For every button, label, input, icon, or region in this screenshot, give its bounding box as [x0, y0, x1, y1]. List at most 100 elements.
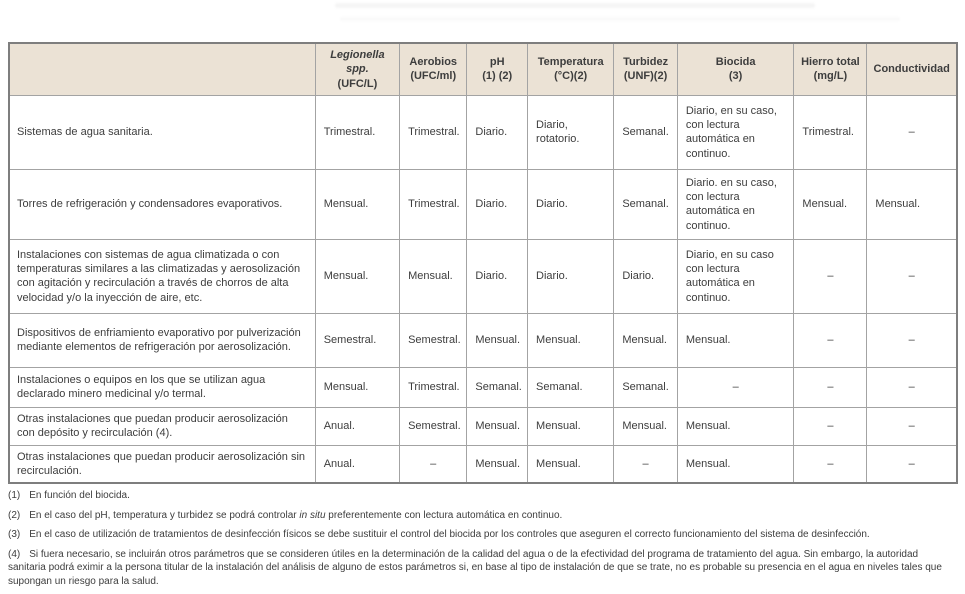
- table-row: Torres de refrigeración y condensadores …: [8, 168, 958, 240]
- table-cell: Mensual.: [466, 312, 529, 368]
- column-header-conductividad: Conductividad: [866, 42, 958, 96]
- table-row: Instalaciones con sistemas de agua clima…: [8, 238, 958, 314]
- row-label: Instalaciones con sistemas de agua clima…: [8, 238, 316, 314]
- table-cell: –: [793, 444, 868, 484]
- column-header-empty: [8, 42, 316, 96]
- footnote-text: En función del biocida.: [29, 490, 130, 501]
- row-label: Otras instalaciones que puedan producir …: [8, 406, 316, 446]
- footnote-text-italic: in situ: [299, 509, 326, 521]
- column-header-label: Aerobios: [409, 56, 458, 69]
- footnote-number: (3): [8, 529, 21, 540]
- column-header-sub: (1) (2): [482, 70, 513, 83]
- table-cell: Diario, en su caso con lectura automátic…: [676, 238, 795, 314]
- table-cell: Mensual.: [676, 406, 795, 446]
- table-cell: Diario.: [466, 238, 529, 314]
- table-cell: Mensual.: [613, 406, 678, 446]
- table-cell: –: [399, 444, 468, 484]
- footnote-number: (1): [8, 490, 21, 501]
- table-cell: Trimestral.: [399, 366, 468, 408]
- table-cell: Semestral.: [314, 312, 401, 368]
- table-cell: Diario.: [466, 168, 529, 240]
- table-cell: Semestral.: [399, 312, 468, 368]
- table-cell: Anual.: [314, 406, 401, 446]
- column-header-sub: (mg/L): [813, 70, 848, 83]
- footnotes: (1) En función del biocida. (2) En el caso…: [8, 489, 958, 594]
- table-cell: Diario, en su caso, con lectura automáti…: [676, 94, 795, 170]
- column-header-label: Legionella spp.: [330, 49, 385, 76]
- table-cell: –: [676, 366, 795, 408]
- row-label: Torres de refrigeración y condensadores …: [8, 168, 316, 240]
- table-cell: Diario.: [527, 238, 615, 314]
- table-cell: Mensual.: [314, 238, 401, 314]
- table-cell: Diario.: [613, 238, 678, 314]
- column-header-turbidez: Turbidez (UNF)(2): [613, 42, 678, 96]
- column-header-temperatura: Temperatura (°C)(2): [527, 42, 615, 96]
- table-cell: Diario. en su caso, con lectura automáti…: [676, 168, 795, 240]
- table-cell: –: [866, 406, 958, 446]
- footnote-text: preferentemente con lectura automática e…: [325, 509, 563, 521]
- table-cell: –: [866, 94, 958, 170]
- row-label: Sistemas de agua sanitaria.: [8, 94, 316, 170]
- row-label: Dispositivos de enfriamiento evaporativo…: [8, 312, 316, 368]
- column-header-label: Temperatura: [537, 56, 604, 69]
- table-cell: Mensual.: [466, 444, 529, 484]
- table-cell: Semanal.: [466, 366, 529, 408]
- table-cell: Mensual.: [676, 312, 795, 368]
- table-cell: Mensual.: [527, 444, 615, 484]
- table-cell: Mensual.: [676, 444, 795, 484]
- table-cell: –: [866, 238, 958, 314]
- column-header-sub: (3): [728, 70, 743, 83]
- table-cell: Mensual.: [466, 406, 529, 446]
- table-cell: Mensual.: [399, 238, 468, 314]
- footnote-1: (1) En función del biocida.: [8, 489, 958, 503]
- footnote-number: (4): [8, 548, 21, 560]
- table-cell: –: [613, 444, 678, 484]
- table-row: Sistemas de agua sanitaria. Trimestral. …: [8, 94, 958, 170]
- column-header-ph: pH (1) (2): [466, 42, 529, 96]
- footnote-text: En el caso del pH, temperatura y turbide…: [29, 509, 300, 521]
- table-cell: Mensual.: [314, 366, 401, 408]
- table-row: Dispositivos de enfriamiento evaporativo…: [8, 312, 958, 368]
- column-header-sub: (UNF)(2): [623, 70, 668, 83]
- table-row: Otras instalaciones que puedan producir …: [8, 406, 958, 446]
- column-header-label: Hierro total: [801, 56, 860, 69]
- column-header-biocida: Biocida (3): [676, 42, 795, 96]
- column-header-hierro: Hierro total (mg/L): [793, 42, 868, 96]
- table-cell: Diario.: [466, 94, 529, 170]
- faded-print-artifact: [340, 17, 900, 21]
- footnote-number: (2): [8, 509, 21, 521]
- column-header-sub: (°C)(2): [554, 70, 588, 83]
- table-cell: –: [866, 444, 958, 484]
- footnote-text: Si fuera necesario, se incluirán otros p…: [8, 548, 942, 587]
- column-header-label: Biocida: [715, 56, 756, 69]
- faded-print-artifact: [335, 3, 815, 8]
- table-cell: Mensual.: [613, 312, 678, 368]
- table-cell: Semestral.: [399, 406, 468, 446]
- footnote-text: En el caso de utilización de tratamiento…: [29, 529, 870, 540]
- table-cell: Trimestral.: [399, 168, 468, 240]
- table-cell: Diario.: [527, 168, 615, 240]
- table-cell: –: [866, 366, 958, 408]
- footnote-2: (2) En el caso del pH, temperatura y turb…: [8, 509, 958, 523]
- row-label: Otras instalaciones que puedan producir …: [8, 444, 316, 484]
- table-cell: Trimestral.: [793, 94, 868, 170]
- footnote-4: (4) Si fuera necesario, se incluirán otro…: [8, 548, 958, 589]
- table-cell: Semanal.: [613, 94, 678, 170]
- table-cell: –: [793, 366, 868, 408]
- row-label: Instalaciones o equipos en los que se ut…: [8, 366, 316, 408]
- table-cell: Mensual.: [527, 312, 615, 368]
- table-cell: Semanal.: [613, 366, 678, 408]
- monitoring-frequency-table-wrap: Legionella spp. (UFC/L) Aerobios (UFC/ml…: [8, 42, 958, 485]
- footnote-3: (3) En el caso de utilización de tratamie…: [8, 528, 958, 542]
- table-cell: Diario, rotatorio.: [527, 94, 615, 170]
- table-header-row: Legionella spp. (UFC/L) Aerobios (UFC/ml…: [8, 42, 958, 96]
- table-cell: Mensual.: [793, 168, 868, 240]
- monitoring-frequency-table: Legionella spp. (UFC/L) Aerobios (UFC/ml…: [8, 42, 958, 485]
- table-cell: –: [793, 238, 868, 314]
- column-header-label: pH: [489, 56, 505, 69]
- table-cell: Semanal.: [613, 168, 678, 240]
- table-cell: Trimestral.: [399, 94, 468, 170]
- table-row: Instalaciones o equipos en los que se ut…: [8, 366, 958, 408]
- column-header-sub: (UFC/ml): [410, 70, 457, 83]
- column-header-sub: (UFC/L): [337, 77, 378, 90]
